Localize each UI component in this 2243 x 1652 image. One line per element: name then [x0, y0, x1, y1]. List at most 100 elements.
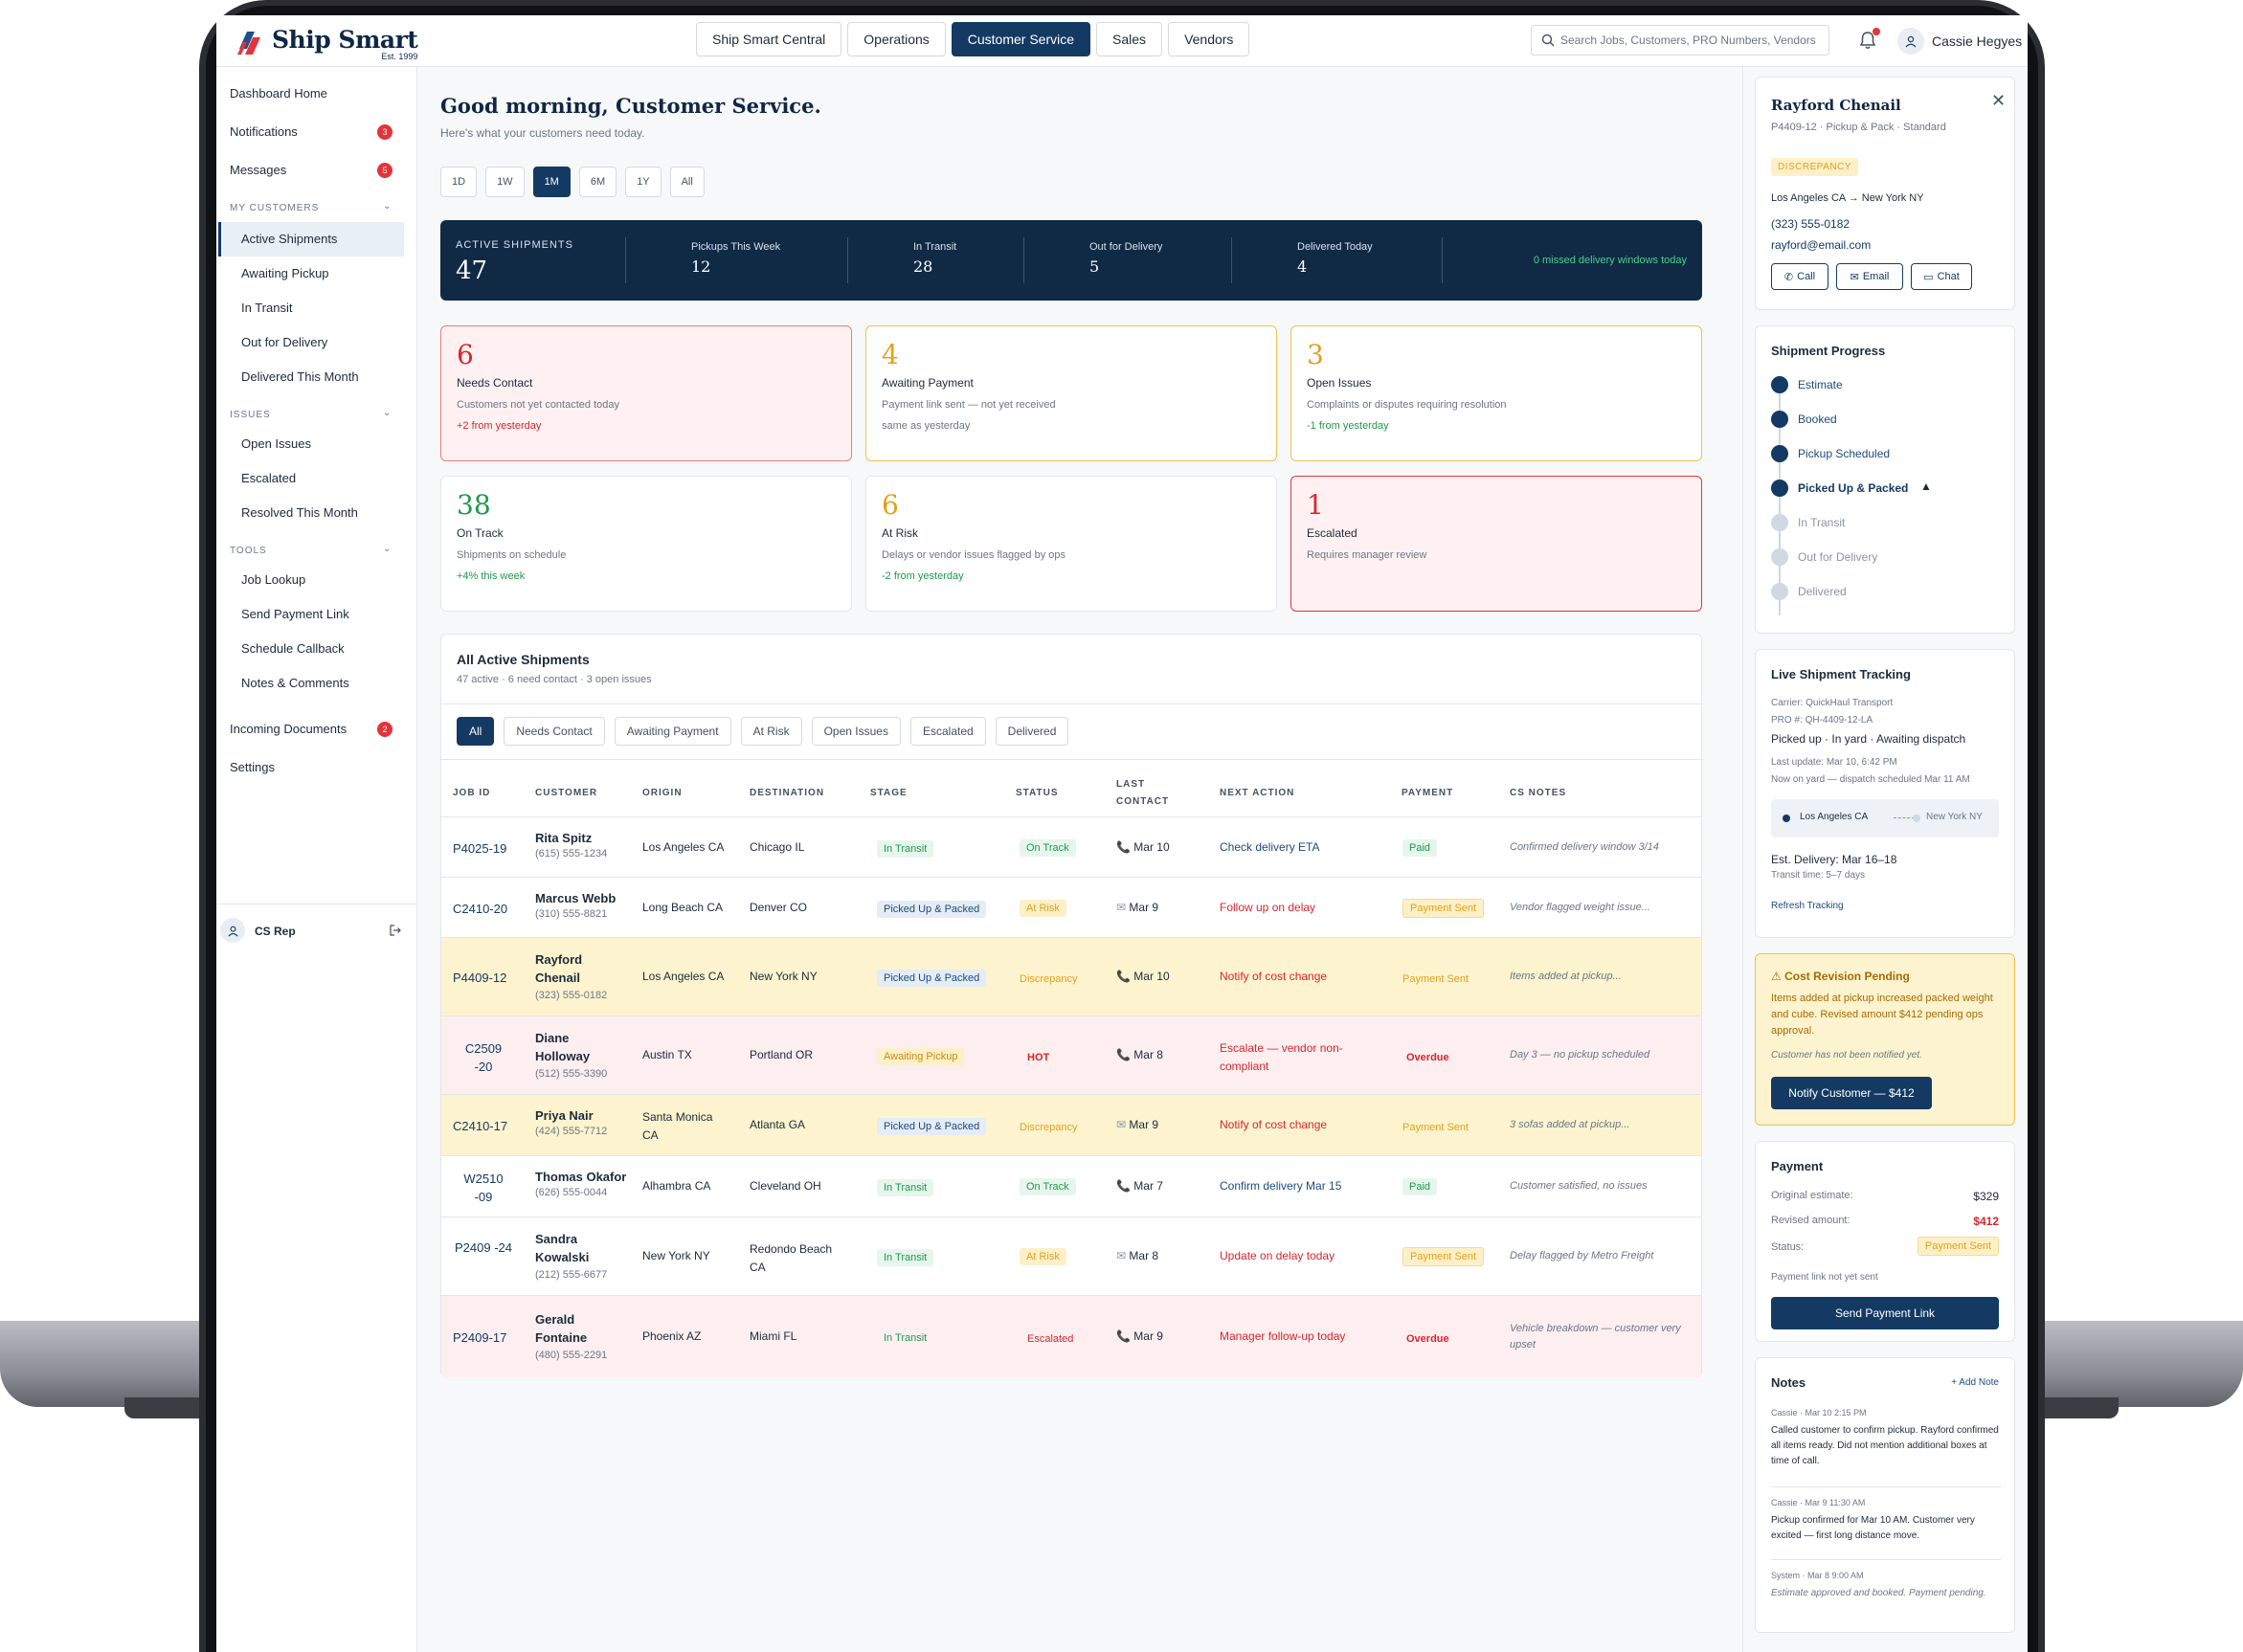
kpi-on-track[interactable]: 38 On Track Shipments on schedule +4% th… [440, 476, 852, 612]
tab-operations[interactable]: Operations [847, 22, 946, 56]
job-id-link[interactable]: P2409 -24 [455, 1240, 512, 1255]
next-action[interactable]: Notify of cost change [1220, 1118, 1328, 1131]
range-1w[interactable]: 1W [485, 167, 525, 197]
kpi-open-issues[interactable]: 3 Open Issues Complaints or disputes req… [1290, 325, 1702, 461]
sidebar-item-notes-comments[interactable]: Notes & Comments [241, 676, 349, 690]
customer-name[interactable]: Rita Spitz [535, 831, 593, 845]
sidebar-item-in-transit[interactable]: In Transit [241, 301, 293, 315]
col-header-origin[interactable]: ORIGIN [642, 788, 683, 798]
kpi-awaiting-payment[interactable]: 4 Awaiting Payment Payment link sent — n… [865, 325, 1277, 461]
table-row[interactable]: P2409 -24 Sandra Kowalski (212) 555-6677… [441, 1217, 1701, 1295]
table-row[interactable]: C2509 -20 Diane Holloway (512) 555-3390 … [441, 1016, 1701, 1094]
next-action[interactable]: Confirm delivery Mar 15 [1220, 1179, 1342, 1193]
range-1m[interactable]: 1M [532, 167, 571, 197]
range-all[interactable]: All [669, 167, 705, 197]
tab-sales[interactable]: Sales [1096, 22, 1163, 56]
col-header-stage[interactable]: STAGE [870, 788, 908, 798]
send-payment-link-button[interactable]: Send Payment Link [1771, 1297, 1999, 1329]
sidebar-item-resolved-this-month[interactable]: Resolved This Month [241, 505, 358, 520]
notify-customer-button[interactable]: Notify Customer — $412 [1771, 1077, 1932, 1109]
sidebar-item-notifications[interactable]: Notifications [230, 124, 298, 139]
col-header-cs-notes[interactable]: CS NOTES [1510, 788, 1567, 798]
sidebar-item-settings[interactable]: Settings [230, 760, 275, 774]
table-row[interactable]: P4025-19 Rita Spitz (615) 555-1234 Los A… [441, 816, 1701, 877]
table-row[interactable]: W2510 -09 Thomas Okafor (626) 555-0044 A… [441, 1155, 1701, 1217]
filter-needs-contact[interactable]: Needs Contact [504, 717, 605, 746]
sidebar-item-messages[interactable]: Messages [230, 163, 287, 177]
job-id-link[interactable]: C2509 -20 [464, 1041, 503, 1074]
chevron-down-icon[interactable]: ⌄ [383, 408, 392, 418]
filter-escalated[interactable]: Escalated [909, 717, 986, 746]
filter-all[interactable]: All [457, 717, 495, 746]
col-header-job-id[interactable]: JOB ID [453, 788, 491, 798]
col-header-customer[interactable]: CUSTOMER [535, 788, 598, 798]
kpi-escalated[interactable]: 1 Escalated Requires manager review [1290, 476, 1702, 612]
email-button[interactable]: ✉ Email [1836, 263, 1903, 290]
next-action[interactable]: Escalate — vendor non-compliant [1220, 1041, 1343, 1073]
refresh-tracking-link[interactable]: Refresh Tracking [1771, 901, 1844, 911]
next-action[interactable]: Follow up on delay [1220, 901, 1316, 914]
table-row[interactable]: C2410-20 Marcus Webb (310) 555-8821 Long… [441, 877, 1701, 937]
section-issues[interactable]: ISSUES [230, 410, 271, 420]
sidebar-item-active-shipments[interactable]: Active Shipments [241, 232, 338, 246]
job-id-link[interactable]: P4409-12 [453, 971, 507, 985]
chat-button[interactable]: ▭ Chat [1911, 263, 1972, 290]
sidebar-item-out-for-delivery[interactable]: Out for Delivery [241, 335, 328, 349]
filter-delivered[interactable]: Delivered [995, 717, 1069, 746]
next-action[interactable]: Check delivery ETA [1220, 840, 1320, 854]
tab-customer-service[interactable]: Customer Service [951, 22, 1091, 56]
tab-vendors[interactable]: Vendors [1168, 22, 1250, 56]
filter-open-issues[interactable]: Open Issues [811, 717, 901, 746]
col-header-contact[interactable]: CONTACT [1116, 796, 1170, 807]
tab-ship-smart-central[interactable]: Ship Smart Central [696, 22, 842, 56]
logout-icon[interactable] [389, 924, 402, 937]
job-id-link[interactable]: W2510 -09 [463, 1172, 504, 1204]
customer-name[interactable]: Sandra Kowalski [535, 1232, 590, 1264]
add-note-button[interactable]: + Add Note [1951, 1377, 1999, 1388]
call-button[interactable]: ✆ Call [1771, 263, 1828, 290]
next-action[interactable]: Manager follow-up today [1220, 1329, 1346, 1343]
section-my-customers[interactable]: MY CUSTOMERS [230, 203, 320, 213]
kpi-needs-contact[interactable]: 6 Needs Contact Customers not yet contac… [440, 325, 852, 461]
sidebar-item-incoming-documents[interactable]: Incoming Documents [230, 722, 348, 736]
job-id-link[interactable]: C2410-17 [453, 1119, 508, 1133]
customer-email-link[interactable]: rayford@email.com [1771, 238, 1872, 252]
sidebar-item-schedule-callback[interactable]: Schedule Callback [241, 641, 345, 656]
job-id-link[interactable]: P2409-17 [453, 1330, 507, 1345]
chevron-down-icon[interactable]: ⌄ [383, 544, 392, 554]
col-header-payment[interactable]: PAYMENT [1402, 788, 1454, 798]
user-name[interactable]: Cassie Hegyes [1932, 33, 2023, 49]
col-header-next-action[interactable]: NEXT ACTION [1220, 788, 1295, 798]
customer-name[interactable]: Rayford Chenail [535, 952, 583, 985]
kpi-at-risk[interactable]: 6 At Risk Delays or vendor issues flagge… [865, 476, 1277, 612]
sidebar-item-job-lookup[interactable]: Job Lookup [241, 572, 306, 587]
sidebar-item-delivered-this-month[interactable]: Delivered This Month [241, 369, 359, 384]
table-row[interactable]: P2409-17 Gerald Fontaine (480) 555-2291 … [441, 1295, 1701, 1377]
job-id-link[interactable]: C2410-20 [453, 902, 508, 916]
filter-awaiting-payment[interactable]: Awaiting Payment [614, 717, 731, 746]
col-header-status[interactable]: STATUS [1016, 788, 1059, 798]
table-row[interactable]: P4409-12 Rayford Chenail (323) 555-0182 … [441, 937, 1701, 1016]
filter-at-risk[interactable]: At Risk [740, 717, 802, 746]
close-icon[interactable]: ✕ [1991, 91, 2007, 110]
col-header-destination[interactable]: DESTINATION [750, 788, 825, 798]
range-1y[interactable]: 1Y [625, 167, 662, 197]
col-header-last[interactable]: LAST [1116, 779, 1146, 790]
next-action[interactable]: Update on delay today [1220, 1249, 1335, 1262]
job-id-link[interactable]: P4025-19 [453, 841, 507, 856]
customer-name[interactable]: Thomas Okafor [535, 1170, 627, 1184]
sidebar-item-escalated[interactable]: Escalated [241, 471, 297, 485]
chevron-down-icon[interactable]: ⌄ [383, 201, 392, 212]
next-action[interactable]: Notify of cost change [1220, 970, 1328, 983]
range-6m[interactable]: 6M [578, 167, 617, 197]
sidebar-item-awaiting-pickup[interactable]: Awaiting Pickup [241, 266, 329, 280]
sidebar-item-dashboard-home[interactable]: Dashboard Home [230, 86, 327, 100]
customer-name[interactable]: Priya Nair [535, 1108, 594, 1123]
customer-name[interactable]: Gerald Fontaine [535, 1312, 588, 1345]
sidebar-item-send-payment-link[interactable]: Send Payment Link [241, 607, 349, 621]
global-search-input[interactable]: Search Jobs, Customers, PRO Numbers, Ven… [1531, 25, 1829, 56]
section-tools[interactable]: TOOLS [230, 546, 267, 556]
customer-phone-link[interactable]: (323) 555-0182 [1771, 217, 1850, 231]
customer-name[interactable]: Diane Holloway [535, 1031, 591, 1063]
user-avatar[interactable] [1897, 28, 1924, 55]
